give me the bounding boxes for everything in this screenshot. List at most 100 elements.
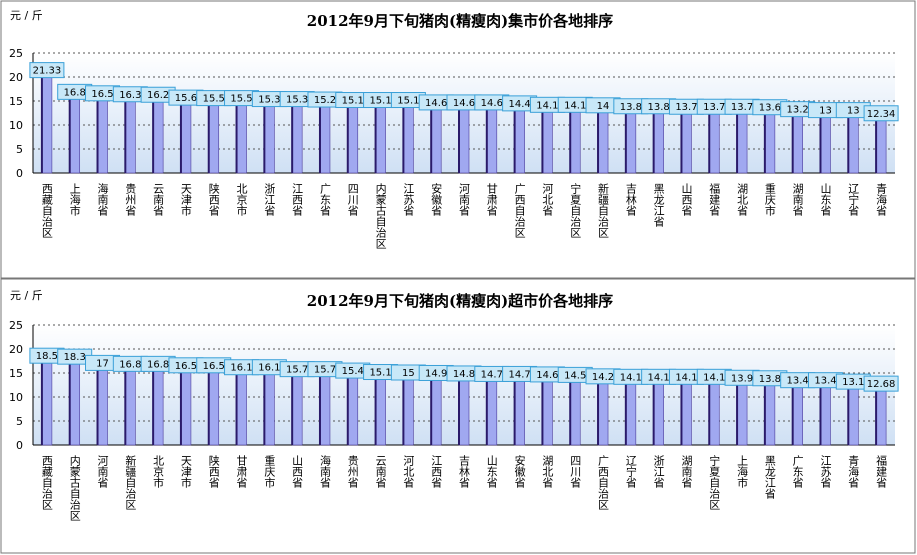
x-tick-label: 宁夏自治区 [708, 454, 721, 510]
value-label: 14.1 [564, 100, 586, 111]
x-tick-label: 山东省 [485, 455, 498, 489]
x-tick-label: 安徽省 [513, 454, 526, 489]
bar [542, 374, 553, 446]
value-label: 14.9 [425, 368, 447, 379]
x-tick-label: 上海市 [68, 183, 81, 217]
chart-title: 2012年9月下旬猪肉(精瘦肉)超市价各地排序 [307, 292, 613, 310]
x-tick-label: 河南省 [96, 455, 109, 489]
y-tick-label: 5 [16, 415, 23, 428]
x-tick-label: 河北省 [402, 455, 415, 489]
x-tick-label: 宁夏自治区 [569, 182, 582, 238]
bar [69, 92, 81, 174]
value-label: 13.8 [759, 374, 781, 385]
x-tick-label: 贵州省 [124, 183, 137, 217]
value-label-box [29, 62, 65, 79]
bar [875, 383, 887, 446]
x-tick-label: 北京市 [235, 183, 248, 217]
bar [792, 109, 803, 174]
value-label: 16.5 [91, 89, 113, 100]
x-tick-label: 安徽省 [430, 182, 443, 217]
bar [125, 94, 136, 174]
bar [97, 363, 108, 446]
bar [569, 375, 581, 446]
value-label: 15.3 [286, 95, 308, 106]
value-label: 14.2 [592, 372, 614, 383]
bar [319, 369, 331, 446]
x-tick-label: 河北省 [541, 183, 554, 217]
y-axis-label: 元 / 斤 [10, 289, 43, 302]
x-tick-label: 西藏自治区 [40, 455, 53, 510]
x-tick-label: 福建省 [708, 182, 721, 217]
bar [264, 367, 275, 446]
x-tick-label: 山西省 [680, 183, 693, 217]
bar [291, 99, 303, 174]
value-label: 13 [847, 106, 860, 117]
x-tick-label: 海南省 [318, 454, 331, 489]
value-label: 13.4 [814, 376, 836, 387]
bar [847, 110, 859, 174]
x-tick-label: 云南省 [152, 183, 165, 217]
value-label: 14.1 [620, 372, 642, 383]
bar [542, 105, 553, 174]
value-label: 15.7 [314, 365, 336, 376]
value-label: 15.1 [369, 96, 391, 107]
bar [347, 370, 359, 446]
x-tick-label: 山西省 [291, 455, 304, 489]
value-label: 14.6 [453, 98, 475, 109]
value-label: 14.6 [536, 370, 558, 381]
value-label: 14 [597, 101, 610, 112]
value-label: 13.6 [759, 103, 781, 114]
bar [681, 377, 692, 446]
value-label: 17 [96, 358, 109, 369]
x-tick-label: 上海市 [736, 455, 749, 489]
bar [375, 372, 386, 446]
x-tick-label: 贵州省 [346, 455, 359, 489]
x-tick-label: 福建省 [875, 454, 888, 489]
value-label: 14.1 [536, 100, 558, 111]
y-tick-label: 15 [9, 95, 23, 108]
bar [41, 70, 53, 174]
bar [569, 105, 581, 174]
value-label: 14.7 [481, 369, 503, 380]
x-tick-label: 广东省 [791, 455, 804, 489]
value-label: 16.5 [175, 361, 197, 372]
value-label: 14.7 [508, 369, 530, 380]
value-label: 13.9 [731, 373, 753, 384]
y-tick-label: 5 [16, 143, 23, 156]
x-tick-label: 重庆市 [763, 182, 776, 217]
x-tick-label: 广西自治区 [513, 183, 526, 238]
value-label: 14.4 [508, 99, 530, 110]
bar [375, 100, 386, 174]
bar [653, 106, 664, 174]
bar [597, 376, 609, 446]
bar [792, 380, 803, 446]
x-tick-label: 天津市 [179, 455, 192, 489]
value-label: 15.6 [175, 93, 197, 104]
x-tick-label: 青海省 [875, 183, 888, 217]
x-tick-label: 河南省 [458, 183, 471, 217]
bar [236, 367, 247, 446]
x-tick-label: 湖北省 [541, 455, 554, 489]
value-label: 13.1 [842, 377, 864, 388]
x-tick-label: 内蒙古自治区 [68, 454, 81, 521]
value-label: 21.33 [33, 66, 62, 77]
bar [208, 98, 220, 174]
bar [514, 103, 525, 174]
bar [180, 365, 192, 446]
value-label: 15.3 [258, 95, 280, 106]
value-label: 13.7 [731, 102, 753, 113]
x-tick-label: 云南省 [374, 455, 387, 489]
value-label: 15.2 [314, 95, 336, 106]
x-tick-label: 陕西省 [207, 182, 220, 217]
bar [264, 99, 275, 174]
bar [430, 373, 442, 446]
value-label: 14.6 [481, 98, 503, 109]
value-label: 14.5 [564, 370, 586, 381]
x-tick-label: 甘肃省 [485, 183, 498, 217]
value-label: 14.6 [425, 98, 447, 109]
x-tick-label: 甘肃省 [235, 455, 248, 489]
bar [653, 377, 664, 446]
y-tick-label: 20 [9, 71, 23, 84]
x-tick-label: 吉林省 [458, 455, 471, 489]
bar [97, 93, 108, 174]
